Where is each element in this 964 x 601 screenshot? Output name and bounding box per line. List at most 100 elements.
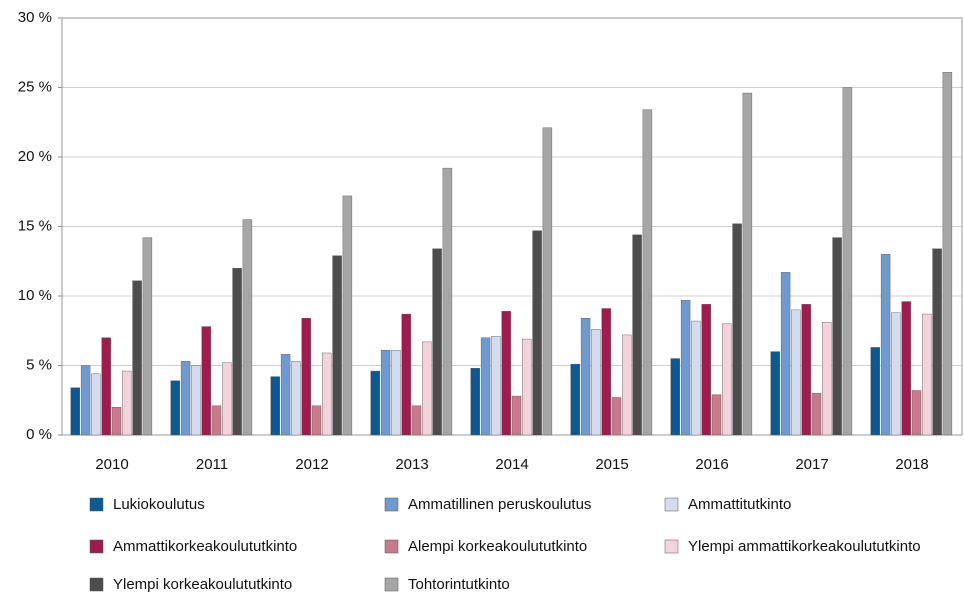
bar — [270, 376, 280, 436]
legend-swatch — [384, 577, 399, 592]
legend-swatch — [89, 539, 104, 554]
bar — [70, 387, 81, 436]
bar — [180, 361, 191, 436]
legend-label: Ylempi ammattikorkeakoulututkinto — [688, 538, 921, 555]
bar — [801, 304, 811, 436]
bar — [111, 407, 122, 436]
bar — [132, 280, 142, 436]
bar — [280, 354, 291, 436]
bar — [201, 326, 211, 436]
legend-label: Ammattitutkinto — [688, 496, 791, 513]
bar — [532, 230, 542, 436]
bar — [422, 341, 432, 436]
bar — [342, 195, 353, 436]
bar — [870, 347, 880, 436]
bar — [232, 268, 242, 436]
y-tick-label: 25 % — [18, 78, 52, 95]
bar — [142, 237, 153, 436]
bar — [780, 272, 791, 436]
bar — [622, 334, 632, 436]
bar — [591, 329, 601, 436]
bar — [901, 301, 911, 436]
bar — [701, 304, 711, 436]
bar — [470, 368, 480, 436]
bar — [432, 248, 442, 436]
bar — [911, 390, 922, 436]
legend-swatch — [384, 497, 399, 512]
bar — [680, 299, 691, 436]
x-tick-label: 2012 — [295, 456, 328, 473]
bar — [601, 308, 611, 436]
bar — [922, 313, 932, 436]
bar — [191, 365, 201, 436]
y-tick-label: 0 % — [26, 426, 52, 443]
bar — [580, 318, 591, 436]
bar — [632, 234, 642, 436]
bar — [480, 337, 491, 436]
y-tick-label: 15 % — [18, 217, 52, 234]
bar — [670, 358, 680, 436]
legend-swatch — [664, 539, 679, 554]
bar — [742, 92, 753, 436]
x-tick-label: 2018 — [895, 456, 928, 473]
legend-swatch — [664, 497, 679, 512]
x-tick-label: 2016 — [695, 456, 728, 473]
legend-label: Alempi korkeakoulututkinto — [408, 538, 587, 555]
bar — [511, 395, 522, 436]
bar — [832, 237, 842, 436]
legend-swatch — [384, 539, 399, 554]
bar — [770, 351, 780, 436]
bar — [942, 72, 953, 436]
bar — [891, 312, 901, 436]
x-tick-label: 2015 — [595, 456, 628, 473]
bar — [391, 350, 401, 436]
bar — [501, 311, 511, 436]
bar — [322, 352, 332, 436]
bar — [542, 127, 553, 436]
bar — [332, 255, 342, 436]
x-tick-label: 2013 — [395, 456, 428, 473]
bar — [642, 109, 653, 436]
x-tick-label: 2011 — [196, 456, 228, 473]
bar — [570, 363, 580, 436]
bar — [932, 248, 942, 436]
legend-swatch — [89, 497, 104, 512]
legend-label: Tohtorintutkinto — [408, 576, 510, 593]
bar — [101, 337, 111, 436]
bar — [170, 380, 181, 436]
bar — [91, 373, 101, 436]
bar — [291, 361, 301, 436]
bar — [122, 370, 132, 436]
legend-label: Lukiokoulutus — [113, 496, 205, 513]
bar — [811, 393, 822, 436]
y-tick-label: 20 % — [18, 148, 52, 165]
bar — [301, 318, 311, 436]
bar — [611, 397, 622, 436]
x-tick-label: 2017 — [795, 456, 828, 473]
bar — [380, 350, 391, 436]
bar — [442, 167, 453, 436]
x-tick-label: 2010 — [95, 456, 128, 473]
bar — [842, 87, 853, 436]
bar — [522, 338, 532, 436]
bar — [411, 405, 422, 436]
legend-label: Ammattikorkeakoulututkinto — [113, 538, 297, 555]
bar — [401, 313, 411, 436]
bar — [691, 320, 701, 436]
bar — [880, 254, 891, 436]
bar — [722, 323, 732, 436]
legend-swatch — [89, 577, 104, 592]
x-tick-label: 2014 — [495, 456, 528, 473]
bar — [211, 405, 222, 436]
bar — [491, 336, 501, 436]
legend-label: Ylempi korkeakoulututkinto — [113, 576, 292, 593]
bar — [822, 322, 832, 436]
bar — [791, 309, 801, 436]
y-tick-label: 10 % — [18, 287, 52, 304]
bar — [222, 362, 232, 436]
bar — [80, 365, 91, 436]
y-tick-label: 5 % — [26, 356, 52, 373]
bar — [732, 223, 742, 436]
y-tick-label: 30 % — [18, 9, 52, 26]
